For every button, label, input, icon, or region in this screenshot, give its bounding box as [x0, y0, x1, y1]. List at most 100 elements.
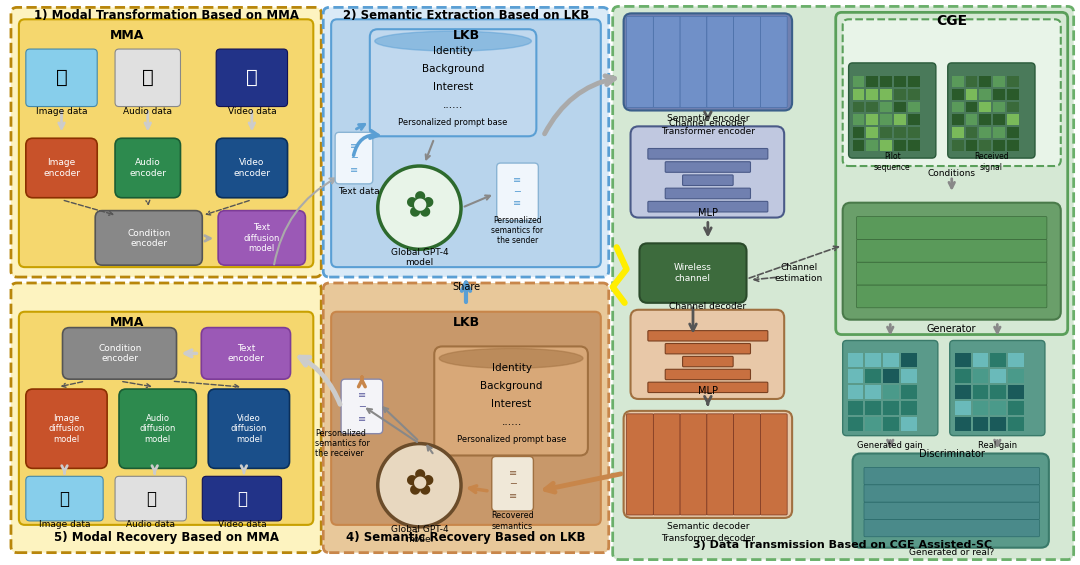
- FancyBboxPatch shape: [894, 76, 906, 86]
- FancyBboxPatch shape: [865, 401, 881, 415]
- FancyBboxPatch shape: [951, 140, 963, 151]
- Text: ✿: ✿: [404, 190, 434, 225]
- FancyBboxPatch shape: [994, 115, 1005, 125]
- FancyBboxPatch shape: [951, 102, 963, 112]
- Text: Received
signal: Received signal: [974, 153, 1009, 172]
- Text: Semantic encoder: Semantic encoder: [666, 114, 750, 123]
- Text: ......: ......: [501, 417, 522, 427]
- FancyBboxPatch shape: [980, 140, 991, 151]
- FancyBboxPatch shape: [901, 417, 917, 431]
- FancyBboxPatch shape: [866, 127, 878, 138]
- FancyBboxPatch shape: [623, 411, 792, 518]
- FancyBboxPatch shape: [208, 389, 289, 468]
- FancyBboxPatch shape: [908, 89, 920, 99]
- FancyBboxPatch shape: [202, 476, 282, 521]
- FancyBboxPatch shape: [973, 370, 988, 383]
- FancyBboxPatch shape: [849, 63, 936, 158]
- Text: Identity: Identity: [491, 363, 531, 373]
- Text: ≡
─
≡: ≡ ─ ≡: [513, 175, 522, 208]
- Text: Audio data: Audio data: [126, 520, 175, 529]
- Text: Condition
encoder: Condition encoder: [98, 344, 141, 363]
- FancyBboxPatch shape: [865, 353, 881, 367]
- Text: 🔊: 🔊: [141, 68, 153, 88]
- FancyBboxPatch shape: [866, 115, 878, 125]
- FancyBboxPatch shape: [973, 353, 988, 367]
- Text: 🎬: 🎬: [246, 68, 258, 88]
- Text: CGE: CGE: [936, 14, 968, 28]
- FancyBboxPatch shape: [116, 138, 180, 198]
- FancyBboxPatch shape: [683, 357, 733, 367]
- FancyBboxPatch shape: [648, 331, 768, 341]
- FancyBboxPatch shape: [966, 76, 977, 86]
- FancyBboxPatch shape: [1009, 353, 1024, 367]
- FancyBboxPatch shape: [26, 476, 104, 521]
- FancyBboxPatch shape: [626, 414, 653, 515]
- FancyBboxPatch shape: [852, 102, 864, 112]
- Text: Real gain: Real gain: [977, 441, 1017, 450]
- Text: Text data: Text data: [338, 187, 380, 196]
- FancyBboxPatch shape: [707, 16, 733, 107]
- Text: 3) Data Transmission Based on CGE Assisted-SC: 3) Data Transmission Based on CGE Assist…: [693, 540, 993, 550]
- Text: Transformer encoder: Transformer encoder: [661, 127, 755, 136]
- FancyBboxPatch shape: [491, 457, 534, 511]
- Text: Wireless
channel: Wireless channel: [674, 263, 712, 282]
- FancyBboxPatch shape: [866, 76, 878, 86]
- FancyBboxPatch shape: [648, 201, 768, 212]
- FancyBboxPatch shape: [994, 76, 1005, 86]
- Text: Global GPT-4
model: Global GPT-4 model: [391, 247, 448, 267]
- Text: 🔊: 🔊: [146, 490, 156, 508]
- FancyBboxPatch shape: [1009, 417, 1024, 431]
- FancyBboxPatch shape: [733, 16, 760, 107]
- FancyBboxPatch shape: [680, 414, 707, 515]
- FancyBboxPatch shape: [990, 370, 1007, 383]
- Text: Video data: Video data: [228, 107, 276, 116]
- FancyBboxPatch shape: [955, 370, 971, 383]
- Text: Interest: Interest: [433, 82, 473, 92]
- FancyBboxPatch shape: [63, 328, 176, 379]
- FancyBboxPatch shape: [95, 211, 202, 265]
- FancyBboxPatch shape: [951, 127, 963, 138]
- Text: Text
diffusion
model: Text diffusion model: [244, 224, 280, 253]
- Text: Pilot
sequence: Pilot sequence: [874, 153, 910, 172]
- FancyBboxPatch shape: [852, 140, 864, 151]
- FancyBboxPatch shape: [848, 385, 864, 399]
- FancyBboxPatch shape: [901, 385, 917, 399]
- FancyBboxPatch shape: [1008, 89, 1020, 99]
- FancyBboxPatch shape: [653, 16, 680, 107]
- FancyBboxPatch shape: [653, 414, 680, 515]
- FancyBboxPatch shape: [648, 382, 768, 393]
- Text: Channel encoder: Channel encoder: [670, 119, 746, 128]
- FancyBboxPatch shape: [994, 140, 1005, 151]
- FancyBboxPatch shape: [842, 341, 937, 436]
- FancyBboxPatch shape: [883, 401, 900, 415]
- FancyBboxPatch shape: [648, 149, 768, 159]
- FancyBboxPatch shape: [26, 389, 107, 468]
- Text: Share: Share: [451, 282, 480, 292]
- FancyBboxPatch shape: [948, 63, 1035, 158]
- FancyBboxPatch shape: [866, 140, 878, 151]
- Text: Transformer decoder: Transformer decoder: [661, 534, 755, 544]
- Ellipse shape: [440, 349, 583, 368]
- FancyBboxPatch shape: [665, 162, 751, 172]
- FancyBboxPatch shape: [880, 89, 892, 99]
- FancyBboxPatch shape: [894, 140, 906, 151]
- Text: Background: Background: [422, 64, 484, 74]
- FancyBboxPatch shape: [683, 175, 733, 185]
- Text: ......: ......: [443, 99, 463, 110]
- FancyBboxPatch shape: [866, 89, 878, 99]
- Text: LKB: LKB: [453, 29, 480, 42]
- FancyBboxPatch shape: [865, 370, 881, 383]
- FancyBboxPatch shape: [955, 385, 971, 399]
- Text: Image data: Image data: [39, 520, 91, 529]
- FancyBboxPatch shape: [894, 89, 906, 99]
- Text: MLP: MLP: [698, 207, 718, 218]
- FancyBboxPatch shape: [980, 102, 991, 112]
- FancyBboxPatch shape: [955, 401, 971, 415]
- Text: Text
encoder: Text encoder: [228, 344, 265, 363]
- FancyBboxPatch shape: [994, 127, 1005, 138]
- FancyBboxPatch shape: [856, 240, 1047, 262]
- FancyBboxPatch shape: [901, 370, 917, 383]
- FancyBboxPatch shape: [966, 127, 977, 138]
- FancyBboxPatch shape: [639, 244, 746, 303]
- Text: Personalized prompt base: Personalized prompt base: [399, 118, 508, 127]
